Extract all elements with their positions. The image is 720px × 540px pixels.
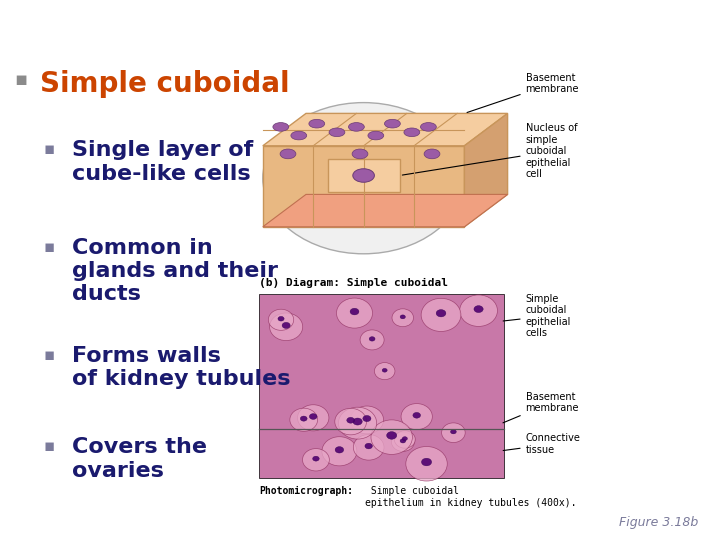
Polygon shape <box>464 113 508 227</box>
Ellipse shape <box>348 123 364 131</box>
Ellipse shape <box>300 416 307 421</box>
Ellipse shape <box>387 431 397 439</box>
Text: Nucleus of
simple
cuboidal
epithelial
cell: Nucleus of simple cuboidal epithelial ce… <box>402 123 577 179</box>
Ellipse shape <box>291 131 307 140</box>
Ellipse shape <box>309 119 325 128</box>
Ellipse shape <box>363 415 371 422</box>
Ellipse shape <box>335 447 343 453</box>
Text: Basement
membrane: Basement membrane <box>503 392 579 423</box>
Ellipse shape <box>269 313 302 341</box>
Ellipse shape <box>353 168 374 183</box>
Text: Simple
cuboidal
epithelial
cells: Simple cuboidal epithelial cells <box>503 294 571 338</box>
Ellipse shape <box>374 362 395 380</box>
Ellipse shape <box>392 309 413 327</box>
Polygon shape <box>328 159 400 192</box>
Ellipse shape <box>474 306 483 313</box>
Ellipse shape <box>365 443 372 449</box>
Text: Simple cuboidal
epithelium in kidney tubules (400x).: Simple cuboidal epithelium in kidney tub… <box>365 486 577 508</box>
Ellipse shape <box>336 298 372 328</box>
Text: Simple cuboidal: Simple cuboidal <box>40 70 289 98</box>
Text: Basement
membrane: Basement membrane <box>467 73 579 112</box>
Text: Photomicrograph:: Photomicrograph: <box>259 486 354 496</box>
Ellipse shape <box>347 417 354 423</box>
Text: Figure 3.18b: Figure 3.18b <box>619 516 698 529</box>
Ellipse shape <box>338 407 377 439</box>
Polygon shape <box>263 113 508 146</box>
Ellipse shape <box>400 439 405 443</box>
Ellipse shape <box>322 437 357 466</box>
Ellipse shape <box>335 408 366 435</box>
Text: ▪: ▪ <box>14 70 27 89</box>
Ellipse shape <box>350 308 359 315</box>
Ellipse shape <box>421 298 461 332</box>
Ellipse shape <box>353 418 362 425</box>
Ellipse shape <box>401 403 432 430</box>
Text: Covers the
ovaries: Covers the ovaries <box>72 437 207 481</box>
Text: Single layer of
cube-like cells: Single layer of cube-like cells <box>72 140 253 184</box>
Ellipse shape <box>290 408 318 431</box>
Ellipse shape <box>451 429 456 434</box>
Text: Connective
tissue: Connective tissue <box>503 433 580 455</box>
Ellipse shape <box>420 123 436 131</box>
Ellipse shape <box>441 423 465 442</box>
Ellipse shape <box>360 330 384 350</box>
Ellipse shape <box>406 447 447 481</box>
Ellipse shape <box>382 368 387 372</box>
Ellipse shape <box>371 420 413 455</box>
Ellipse shape <box>302 449 329 471</box>
Ellipse shape <box>395 431 415 448</box>
Ellipse shape <box>421 458 431 466</box>
Circle shape <box>263 103 464 254</box>
Ellipse shape <box>369 337 375 341</box>
Ellipse shape <box>282 322 290 328</box>
Ellipse shape <box>436 309 446 317</box>
Ellipse shape <box>352 149 368 159</box>
Ellipse shape <box>384 119 400 128</box>
Ellipse shape <box>278 316 284 321</box>
Ellipse shape <box>350 406 384 434</box>
Polygon shape <box>263 146 464 227</box>
Ellipse shape <box>310 414 317 420</box>
Polygon shape <box>263 194 508 227</box>
Text: ▪: ▪ <box>43 238 55 255</box>
Ellipse shape <box>273 123 289 131</box>
Ellipse shape <box>424 149 440 159</box>
Ellipse shape <box>269 309 294 330</box>
Ellipse shape <box>312 456 319 461</box>
Ellipse shape <box>329 128 345 137</box>
Ellipse shape <box>368 131 384 140</box>
Ellipse shape <box>404 128 420 137</box>
Ellipse shape <box>459 295 498 326</box>
Ellipse shape <box>413 413 420 418</box>
Text: Common in
glands and their
ducts: Common in glands and their ducts <box>72 238 278 304</box>
Text: ▪: ▪ <box>43 346 55 363</box>
Text: ▪: ▪ <box>43 140 55 158</box>
Ellipse shape <box>354 435 384 460</box>
Polygon shape <box>259 294 504 478</box>
Text: ▪: ▪ <box>43 437 55 455</box>
Ellipse shape <box>402 437 408 441</box>
Text: Forms walls
of kidney tubules: Forms walls of kidney tubules <box>72 346 290 389</box>
Ellipse shape <box>400 315 405 319</box>
Ellipse shape <box>280 149 296 159</box>
Ellipse shape <box>392 432 415 451</box>
Text: (b) Diagram: Simple cuboidal: (b) Diagram: Simple cuboidal <box>259 278 448 288</box>
Ellipse shape <box>297 405 329 431</box>
